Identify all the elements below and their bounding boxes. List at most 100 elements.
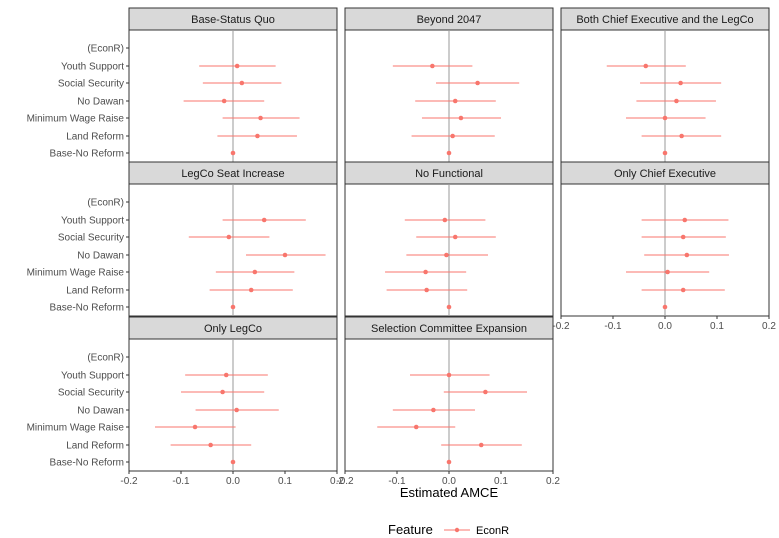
estimate-point	[239, 80, 245, 86]
estimate-point	[662, 115, 668, 121]
x-tick-label: 0.1	[494, 476, 508, 487]
x-tick-label: 0.1	[278, 476, 292, 487]
estimate-point	[252, 269, 258, 275]
x-tick-label: -0.1	[172, 476, 190, 487]
y-tick-label: Land Reform	[66, 441, 124, 452]
estimate-point	[446, 372, 452, 378]
x-tick-label: 0.2	[546, 476, 560, 487]
panel-title: Both Chief Executive and the LegCo	[576, 14, 753, 26]
x-tick-label: 0.2	[330, 476, 344, 487]
y-tick-label: Base-No Reform	[50, 149, 124, 160]
estimate-point	[452, 98, 458, 104]
estimate-point	[643, 63, 649, 69]
estimate-point	[282, 252, 288, 258]
estimate-point	[478, 442, 484, 448]
x-tick-label: -0.2	[120, 476, 138, 487]
estimate-point	[192, 424, 198, 430]
estimate-point	[450, 133, 455, 139]
estimate-point	[682, 217, 688, 223]
estimate-point	[458, 115, 464, 121]
panel-base-status-quo: Base-Status Quo (EconR) Youth Support Socia…	[27, 7, 338, 163]
estimate-point	[444, 252, 449, 258]
panel-beyond-2047: Beyond 2047	[344, 7, 554, 163]
y-tick-label: No Dawan	[77, 251, 124, 262]
y-tick-label: Land Reform	[66, 286, 124, 297]
estimate-point	[442, 217, 448, 223]
panel-title: No Functional	[415, 168, 483, 180]
estimate-point	[226, 234, 232, 240]
legend-label: EconR	[476, 525, 509, 537]
estimate-point	[223, 372, 229, 378]
panel-selection-committee-expansion: Selection Committee Expansion -0.2 -0.1 0.0…	[336, 316, 560, 487]
estimate-point	[230, 150, 236, 156]
y-tick-label: Minimum Wage Raise	[27, 268, 125, 279]
estimate-point	[446, 150, 452, 156]
estimate-point	[475, 80, 480, 86]
estimate-point	[678, 80, 683, 86]
x-tick-label: 0.1	[710, 321, 724, 332]
estimate-point	[248, 287, 254, 293]
panel-title: Beyond 2047	[417, 14, 482, 26]
estimate-point	[423, 269, 428, 275]
estimate-point	[665, 269, 670, 275]
panel-no-functional: No Functional	[344, 161, 554, 317]
estimate-point	[684, 252, 690, 258]
x-tick-label: -0.2	[336, 476, 354, 487]
x-tick-label: 0.2	[762, 321, 776, 332]
estimate-point	[680, 234, 686, 240]
estimate-point	[662, 304, 668, 310]
estimate-point	[208, 442, 213, 448]
estimate-point	[234, 63, 240, 69]
estimate-point	[430, 63, 435, 69]
legend-title: Feature	[388, 522, 433, 537]
y-tick-label: Base-No Reform	[50, 458, 124, 469]
panel-only-legco: Only LegCo (EconR) Youth Support Social Sec…	[27, 316, 344, 487]
estimate-point	[679, 133, 684, 139]
y-tick-label: Land Reform	[66, 132, 124, 143]
y-tick-label: Social Security	[58, 79, 124, 90]
panel-title: Only Chief Executive	[614, 168, 716, 180]
estimate-point	[220, 389, 225, 395]
y-tick-label: Social Security	[58, 233, 124, 244]
estimate-point	[680, 287, 686, 293]
y-tick-label: Youth Support	[61, 62, 124, 73]
x-tick-label: 0.0	[442, 476, 456, 487]
y-tick-label: Minimum Wage Raise	[27, 114, 125, 125]
x-tick-label: 0.0	[226, 476, 240, 487]
y-tick-label: (EconR)	[87, 353, 124, 364]
facet-panels: Base-Status Quo (EconR) Youth Support Socia…	[27, 7, 776, 487]
panel-only-chief-executive: Only Chief Executive -0.2 -0.1 0.0 0.1 0.2	[552, 161, 776, 332]
y-tick-label: Youth Support	[61, 216, 124, 227]
estimate-point	[674, 98, 679, 104]
legend: Feature EconR	[388, 522, 509, 537]
estimate-point	[662, 150, 668, 156]
estimate-point	[483, 389, 488, 395]
estimate-point	[258, 115, 263, 121]
estimate-point	[446, 304, 452, 310]
x-tick-label: -0.1	[388, 476, 406, 487]
estimate-point	[230, 304, 236, 310]
x-tick-label: -0.1	[604, 321, 622, 332]
estimate-point	[452, 234, 458, 240]
estimate-point	[413, 424, 419, 430]
panel-title: Only LegCo	[204, 323, 262, 335]
estimate-point	[230, 459, 236, 465]
panel-legco-seat-increase: LegCo Seat Increase (EconR) Youth Support S…	[27, 161, 338, 317]
x-tick-label: 0.0	[658, 321, 672, 332]
panel-both-chief-executive-and-the-legco: Both Chief Executive and the LegCo	[560, 7, 770, 163]
panel-title: Base-Status Quo	[191, 14, 275, 26]
estimate-point	[431, 407, 436, 413]
x-axis-title: Estimated AMCE	[400, 485, 499, 500]
estimate-point	[221, 98, 227, 104]
y-tick-label: Social Security	[58, 388, 124, 399]
estimate-point	[234, 407, 239, 413]
estimate-point	[255, 133, 260, 139]
y-tick-label: Youth Support	[61, 371, 124, 382]
y-tick-label: No Dawan	[77, 97, 124, 108]
y-tick-label: No Dawan	[77, 406, 124, 417]
y-tick-label: Minimum Wage Raise	[27, 423, 125, 434]
estimate-point	[261, 217, 267, 223]
panel-title: Selection Committee Expansion	[371, 323, 527, 335]
panel-title: LegCo Seat Increase	[181, 168, 284, 180]
